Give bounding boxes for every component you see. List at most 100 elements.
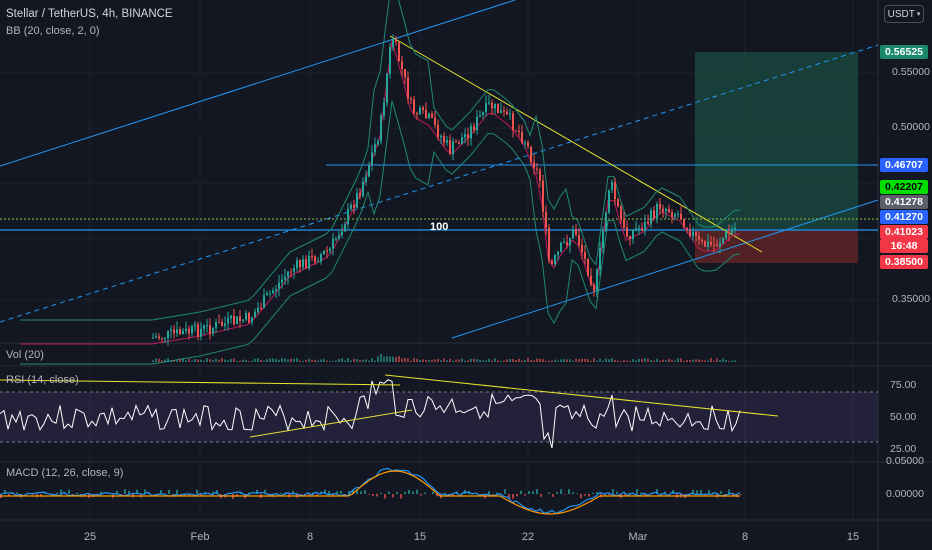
macd-hist-bar [480,494,482,496]
currency-selector[interactable]: USDT ▾ [884,5,924,23]
volume-bar [329,360,331,362]
candle-body [659,203,661,209]
macd-hist-bar [564,494,566,495]
volume-bar [380,354,382,362]
rsi-top-trendline-2[interactable] [384,374,779,417]
volume-bar [620,360,622,362]
volume-bar [671,359,673,362]
macd-hist-bar [240,492,242,494]
macd-hist-bar [396,492,398,494]
macd-hist-bar [128,490,130,494]
macd-hist-bar [200,494,202,496]
macd-label[interactable]: MACD (12, 26, close, 9) [6,467,124,479]
volume-bar [398,356,400,362]
candle-body [449,139,451,154]
volume-bar [563,359,565,362]
candle-body [233,315,235,325]
macd-hist-bar [160,490,162,494]
candle-body [722,238,724,244]
candle-body [287,271,289,277]
candlestick-series[interactable] [152,34,736,346]
rsi-line[interactable] [0,379,741,449]
volume-label[interactable]: Vol (20) [6,349,44,361]
channel-lower-line[interactable] [451,199,879,339]
stop-zone[interactable] [695,230,858,263]
volume-bar [596,360,598,362]
candle-body [167,330,169,339]
candle-body [170,329,172,331]
candle-body [518,130,520,133]
macd-hist-bar [436,494,438,497]
bb-upper-band [20,0,741,321]
volume-bar [461,358,463,362]
macd-signal-line[interactable] [0,470,740,515]
time-axis-label: Mar [628,531,648,543]
candle-body [473,125,475,131]
candle-body [254,311,256,318]
candle-body [425,109,427,119]
candle-body [497,103,499,114]
macd-hist-bar [236,494,238,497]
volume-bar [695,359,697,362]
macd-hist-bar [368,494,370,495]
macd-hist-bar [388,491,390,494]
volume-bar [488,358,490,362]
macd-hist-bar [612,489,614,494]
candle-body [656,203,658,219]
volume-bar [185,360,187,362]
volume-bar [356,358,358,362]
candle-body [626,227,628,237]
macd-hist-bar [392,494,394,498]
candle-body [230,315,232,319]
candle-body [401,61,403,70]
volume-bar [323,358,325,362]
macd-hist-bar [116,490,118,494]
candle-body [161,338,163,340]
volume-bar [602,360,604,362]
volume-bar [608,359,610,362]
candle-body [404,69,406,78]
macd-hist-bar [504,489,506,494]
volume-bar [305,359,307,362]
macd-hist-bar [212,491,214,494]
macd-hist-bar [264,489,266,494]
price-tick: 0.50000 [892,121,930,133]
falling-trendline[interactable] [389,35,763,253]
candle-body [521,132,523,143]
macd-hist-bar [496,492,498,494]
candle-body [188,328,190,334]
volume-bar [362,359,364,362]
rsi-label[interactable]: RSI (14, close) [6,374,79,386]
candle-body [593,284,595,292]
target-zone[interactable] [695,52,858,230]
candle-body [725,231,727,239]
volume-bar [443,358,445,362]
channel-mid-dashed-line[interactable] [0,44,879,323]
candle-body [464,134,466,138]
volume-bar [494,358,496,362]
candle-body [563,242,565,244]
candle-body [575,229,577,235]
volume-bar [593,358,595,362]
channel-upper-line[interactable] [0,0,516,167]
volume-bar [152,360,154,362]
candle-body [380,115,382,142]
macd-hist-bar [76,492,78,494]
currency-label: USDT [887,8,915,20]
candle-body [428,113,430,119]
macd-hist-bar [732,494,734,497]
rsi-top-trendline-1[interactable] [0,379,401,386]
candle-body [227,318,229,324]
volume-bar [215,358,217,362]
rsi-tick: 75.00 [890,379,917,391]
volume-bar [677,358,679,362]
bb-indicator-label[interactable]: BB (20, close, 2, 0) [6,25,100,37]
macd-hist-bar [696,490,698,494]
rsi-support-trendline[interactable] [249,409,413,438]
volume-bar [335,360,337,362]
volume-bar [698,359,700,362]
candle-body [620,206,622,219]
volume-bar [686,360,688,362]
volume-bar [548,360,550,362]
